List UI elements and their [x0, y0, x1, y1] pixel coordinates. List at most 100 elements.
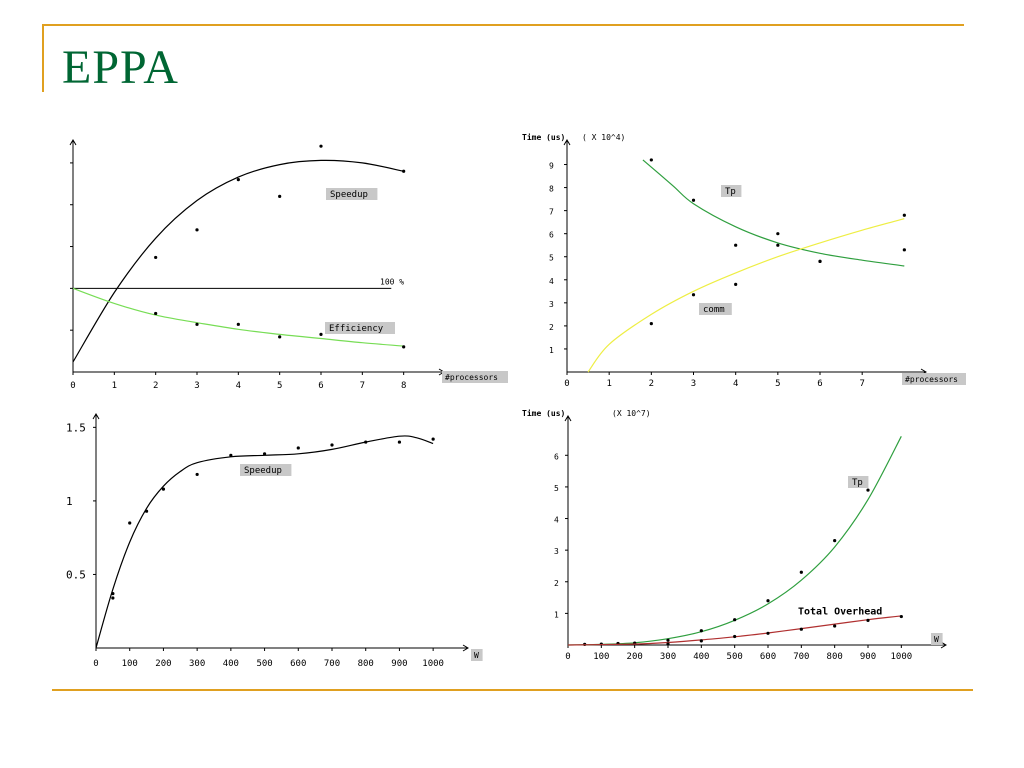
series-line-comm: [587, 218, 905, 373]
data-point: [733, 634, 737, 639]
x-tick-label: 900: [391, 659, 407, 666]
chart-speedup-w-svg: 0 100 200 300 400 500 600 700 800 900 1000 0.5 1 1.5 W…: [66, 413, 483, 666]
chart-speedup-w: 0 100 200 300 400 500 600 700 800 900 1000 0.5 1 1.5 W…: [60, 408, 508, 666]
x-tick-label: 1: [606, 379, 611, 389]
x-tick-label: 300: [660, 652, 676, 662]
data-point: [330, 443, 334, 447]
data-point: [902, 213, 906, 217]
x-tick-label: 100: [593, 652, 609, 662]
data-point: [161, 487, 166, 491]
y-tick-label: 1: [554, 610, 559, 619]
x-axis-label: W: [934, 635, 939, 644]
x-tick-label: 5: [277, 381, 282, 390]
x-tick-label: 1: [112, 381, 117, 390]
data-point: [899, 614, 903, 619]
chart-tp-overhead-svg: 0 100 200 300 400 500 600 700 800 900 1000 1 2 3 4 5 6 Ti…: [522, 408, 947, 662]
y-tick-label: 2: [549, 323, 554, 332]
x-tick-label: 400: [223, 659, 239, 666]
x-tick-label: 4: [733, 379, 738, 389]
x-tick-label: 0: [70, 381, 75, 390]
data-point: [818, 259, 822, 263]
x-tick-label: 2: [153, 381, 158, 390]
y-axis-arrow: [564, 415, 572, 422]
title-rule-top: [42, 24, 964, 26]
y-axis-label: Time (us): [522, 132, 565, 142]
data-point: [319, 332, 323, 336]
x-tick-label: 600: [290, 659, 306, 666]
x-tick-label: 1000: [890, 652, 912, 662]
data-point: [111, 591, 115, 596]
data-point: [278, 194, 282, 198]
data-point: [766, 599, 770, 603]
data-point: [364, 440, 368, 444]
data-point: [691, 198, 696, 202]
x-tick-label: 500: [727, 652, 743, 662]
data-point: [734, 243, 738, 247]
y-axis-arrow: [92, 413, 100, 420]
series-label: Total Overhead: [798, 607, 882, 618]
x-tick-label: 900: [860, 652, 876, 662]
x-axis-arrow: [462, 644, 469, 652]
x-axis-label: #processors: [905, 375, 958, 384]
y-tick-label: 4: [554, 516, 559, 525]
x-tick-label: 2: [649, 379, 654, 389]
x-tick-label: 700: [324, 659, 340, 666]
title-rule-left: [42, 24, 44, 92]
series-line-total-overhead: [567, 615, 902, 646]
y-tick-label: 3: [554, 547, 559, 556]
y-tick-label: 0.5: [66, 568, 86, 581]
y-tick-label: 8: [549, 185, 554, 194]
y-scale-note: ( X 10^4): [582, 133, 625, 142]
data-point: [278, 335, 282, 339]
data-point: [319, 144, 323, 148]
data-point: [431, 437, 435, 441]
series-label: Speedup: [330, 190, 368, 200]
data-point: [195, 228, 199, 232]
chart-tp-comm-svg: 0 1 2 3 4 5 6 7 1 2 3 4 5 6 7 8 9 Time (us) ( X 10^4) #proc…: [522, 132, 966, 389]
x-tick-label: 100: [122, 659, 138, 666]
x-tick-label: 3: [691, 379, 696, 389]
data-point: [154, 255, 158, 260]
y-tick-label: 1.5: [66, 421, 86, 434]
x-tick-label: 0: [93, 659, 98, 666]
slide-title: EPPA: [62, 41, 179, 94]
reference-line-label: 100 %: [380, 277, 404, 286]
y-tick-label: 5: [554, 484, 559, 493]
x-tick-label: 400: [693, 652, 709, 662]
data-point: [649, 158, 653, 162]
x-axis-label: W: [474, 651, 479, 660]
data-point: [734, 282, 738, 286]
footer-rule: [52, 689, 973, 691]
data-point: [402, 169, 406, 173]
y-scale-note: (X 10^7): [612, 409, 651, 418]
x-tick-label: 1000: [422, 659, 444, 666]
x-tick-label: 800: [358, 659, 374, 666]
x-tick-label: 5: [775, 379, 780, 389]
data-point: [229, 453, 233, 457]
y-tick-label: 5: [549, 254, 554, 263]
series-label-box: [721, 185, 742, 197]
x-axis-label-box: [471, 649, 483, 661]
data-point: [866, 618, 870, 622]
data-point: [649, 321, 653, 326]
x-tick-label: 4: [236, 381, 241, 390]
y-axis-arrow: [69, 139, 77, 146]
y-axis-arrow: [563, 139, 571, 146]
data-point: [402, 345, 406, 349]
x-tick-label: 800: [827, 652, 843, 662]
data-point: [766, 631, 770, 635]
data-point: [699, 629, 703, 633]
data-point: [195, 322, 199, 326]
y-tick-label: 2: [554, 579, 559, 588]
data-point: [776, 243, 780, 247]
x-axis-label-box: [931, 633, 943, 645]
x-tick-label: 6: [318, 381, 323, 390]
series-label: comm: [703, 305, 725, 315]
series-label: Efficiency: [329, 324, 384, 334]
x-tick-label: 6: [817, 379, 822, 389]
series-label-box: [848, 476, 869, 488]
data-point: [236, 178, 240, 182]
data-point: [866, 488, 870, 492]
series-label-box: [699, 303, 732, 315]
x-tick-label: 0: [564, 379, 569, 389]
